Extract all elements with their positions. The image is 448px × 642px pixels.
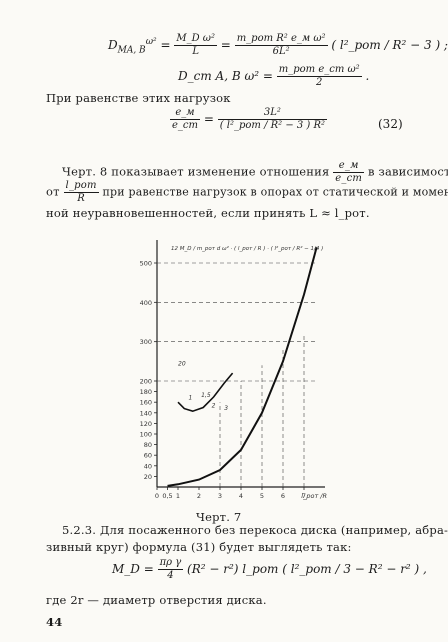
x-tick-label: 6 bbox=[281, 492, 285, 500]
series-line-2 bbox=[177, 372, 234, 413]
f1-lhs: D bbox=[108, 38, 118, 52]
f1-paren: ( l²_рот / R² − 3 ) ; bbox=[331, 38, 448, 52]
inset-label: 2 bbox=[212, 403, 216, 410]
inset-label: 1,5 bbox=[201, 392, 211, 399]
para1-ratio-den: e_ст bbox=[335, 173, 363, 184]
f2-lhs: D_ст A, B ω² = bbox=[178, 69, 273, 83]
f2-end: . bbox=[365, 69, 370, 83]
where-text: где 2r — диаметр отверстия диска. bbox=[46, 593, 267, 607]
y-tick-label: 200 bbox=[140, 378, 152, 386]
series-line-1 bbox=[167, 247, 318, 487]
f1-eq2: = bbox=[220, 38, 231, 52]
f3-lhs-den: e_ст bbox=[172, 120, 199, 131]
f2-den: 2 bbox=[316, 77, 323, 88]
f2-num: m_рот e_ст ω² bbox=[276, 64, 362, 77]
formula-3: e_м e_ст = 3L²( l²_рот / R² − 3 ) R² bbox=[170, 107, 328, 132]
paragraph-line-1: Черт. 8 показывает изменение отношения e… bbox=[62, 160, 448, 185]
y-tick-label: 300 bbox=[140, 338, 152, 346]
section-line-1: 5.2.3. Для посаженного без перекоса диск… bbox=[62, 523, 448, 537]
inset-label: 1 bbox=[189, 395, 193, 402]
para1-b: в зависимости bbox=[367, 164, 448, 179]
x-tick-label: 0,5 bbox=[162, 492, 172, 500]
f1-lhs-sup: ω² bbox=[145, 37, 157, 47]
f3-den: ( l²_рот / R² − 3 ) R² bbox=[219, 120, 326, 131]
inset-label: 3 bbox=[224, 405, 228, 412]
y-tick-label: 120 bbox=[140, 420, 152, 428]
f4-lhs: M_D = bbox=[112, 562, 154, 576]
x-tick-label: 0 bbox=[155, 492, 159, 500]
formula-1: DMA, Bω² = M_D ω² L = m_рот R² e_м ω² 6L² … bbox=[108, 33, 448, 63]
f1-frac2: m_рот R² e_м ω² 6L² bbox=[234, 33, 328, 58]
f1-lhs-sub: MA, B bbox=[117, 45, 146, 56]
y-tick-label: 500 bbox=[140, 260, 152, 268]
para1-ratio: e_м e_ст bbox=[333, 160, 365, 185]
f3-lhs-frac: e_м e_ст bbox=[170, 107, 201, 132]
page-number: 44 bbox=[46, 615, 63, 629]
x-axis-label: l_рот /R bbox=[301, 492, 327, 500]
para2-a: от bbox=[46, 184, 60, 199]
y-tick-label: 180 bbox=[140, 388, 152, 396]
f3-lhs-num: e_м bbox=[170, 107, 201, 120]
f4-rest: (R² − r²) l_рот ( l²_рот / 3 − R² − r² )… bbox=[187, 562, 427, 576]
f3-num: 3L² bbox=[217, 107, 328, 120]
para2-b: при равенстве нагрузок в опорах от стати… bbox=[102, 185, 448, 199]
figure-caption: Черт. 7 bbox=[196, 510, 242, 524]
f4-num: πρ γ bbox=[157, 557, 184, 570]
paragraph-line-3: ной неуравновешенностей, если принять L … bbox=[46, 206, 370, 220]
chart-formula-label: 12 M_D / m_рот d ω² · ( l_рот / R ) · ( … bbox=[171, 245, 323, 252]
y-tick-label: 100 bbox=[140, 431, 152, 439]
para2-ratio-num: l_рот bbox=[63, 180, 99, 193]
y-tick-label: 20 bbox=[144, 473, 152, 481]
formula-2: D_ст A, B ω² = m_рот e_ст ω² 2 . bbox=[178, 64, 369, 89]
f1-eq: = bbox=[160, 38, 171, 52]
y-tick-label: 400 bbox=[140, 299, 152, 307]
f1-den1: L bbox=[192, 46, 199, 57]
y-tick-label: 60 bbox=[144, 452, 152, 460]
y-tick-label: 40 bbox=[144, 462, 152, 470]
x-tick-label: 3 bbox=[218, 492, 222, 500]
x-tick-label: 7 bbox=[302, 492, 306, 500]
equal-loads-text: При равенстве этих нагрузок bbox=[46, 91, 231, 105]
f1-den2: 6L² bbox=[272, 46, 290, 57]
f1-num1: M_D ω² bbox=[174, 33, 217, 46]
f3-frac: 3L²( l²_рот / R² − 3 ) R² bbox=[217, 107, 328, 132]
inset-label: 20 bbox=[178, 360, 186, 367]
f2-frac: m_рот e_ст ω² 2 bbox=[276, 64, 362, 89]
para1-ratio-num: e_м bbox=[333, 160, 365, 173]
para2-ratio-den: R bbox=[77, 193, 85, 204]
x-tick-label: 2 bbox=[197, 492, 201, 500]
equation-number: (32) bbox=[378, 117, 403, 131]
para1-a: Черт. 8 показывает изменение отношения bbox=[62, 164, 330, 179]
x-tick-label: 5 bbox=[260, 492, 264, 500]
y-tick-label: 140 bbox=[140, 409, 152, 417]
x-tick-label: 1 bbox=[176, 492, 180, 500]
x-tick-label: 4 bbox=[239, 492, 243, 500]
y-tick-label: 80 bbox=[144, 441, 152, 449]
f4-den: 4 bbox=[167, 570, 174, 581]
f1-num2: m_рот R² e_м ω² bbox=[234, 33, 328, 46]
para2-ratio: l_рот R bbox=[63, 180, 99, 205]
section-line-2: зивный круг) формула (31) будет выглядет… bbox=[46, 540, 352, 554]
f1-frac1: M_D ω² L bbox=[174, 33, 217, 58]
y-tick-label: 160 bbox=[140, 399, 152, 407]
paragraph-line-2: от l_рот R при равенстве нагрузок в опора… bbox=[46, 180, 448, 205]
